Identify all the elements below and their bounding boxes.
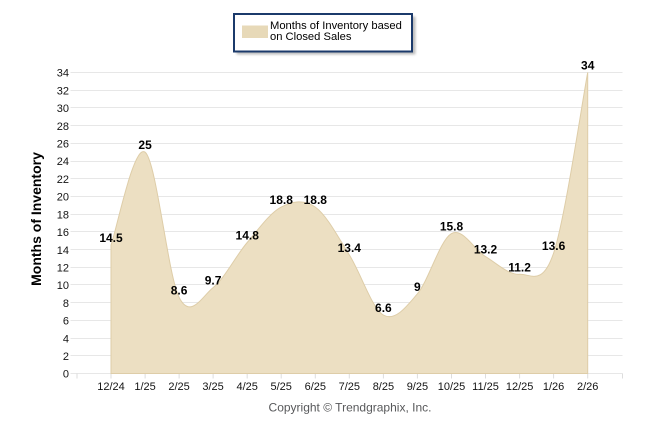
svg-text:9: 9 <box>414 280 421 294</box>
svg-text:25: 25 <box>138 138 152 152</box>
svg-text:34: 34 <box>581 59 595 73</box>
svg-text:9/25: 9/25 <box>407 381 428 393</box>
svg-text:18.8: 18.8 <box>270 193 294 207</box>
svg-text:8: 8 <box>63 298 69 310</box>
svg-text:0: 0 <box>63 369 69 381</box>
svg-text:Copyright © Trendgraphix, Inc.: Copyright © Trendgraphix, Inc. <box>269 401 432 415</box>
svg-text:11/25: 11/25 <box>472 381 499 393</box>
svg-text:7/25: 7/25 <box>339 381 360 393</box>
svg-text:10/25: 10/25 <box>438 381 466 393</box>
svg-text:10: 10 <box>57 280 69 292</box>
svg-text:4: 4 <box>63 333 69 345</box>
svg-text:8/25: 8/25 <box>373 381 394 393</box>
svg-text:on Closed Sales: on Closed Sales <box>270 31 352 43</box>
svg-text:26: 26 <box>57 139 69 151</box>
svg-text:34: 34 <box>57 68 69 80</box>
svg-text:1/25: 1/25 <box>134 381 155 393</box>
svg-text:16: 16 <box>57 227 69 239</box>
svg-text:5/25: 5/25 <box>270 381 291 393</box>
svg-text:12/25: 12/25 <box>506 381 534 393</box>
svg-text:Months of Inventory based: Months of Inventory based <box>270 20 402 32</box>
svg-text:1/26: 1/26 <box>543 381 564 393</box>
svg-text:18: 18 <box>57 209 69 221</box>
svg-text:12: 12 <box>57 263 69 275</box>
svg-text:18.8: 18.8 <box>304 193 328 207</box>
svg-text:28: 28 <box>57 121 69 133</box>
svg-text:8.6: 8.6 <box>171 283 188 297</box>
svg-text:32: 32 <box>57 85 69 97</box>
svg-text:6/25: 6/25 <box>305 381 326 393</box>
svg-text:13.4: 13.4 <box>338 241 362 255</box>
svg-text:9.7: 9.7 <box>205 274 222 288</box>
svg-text:30: 30 <box>57 103 69 115</box>
svg-text:13.2: 13.2 <box>474 243 498 257</box>
svg-text:6: 6 <box>63 316 69 328</box>
svg-text:14.8: 14.8 <box>236 229 260 243</box>
svg-text:Months of Inventory: Months of Inventory <box>28 152 44 286</box>
svg-text:3/25: 3/25 <box>202 381 223 393</box>
svg-text:20: 20 <box>57 192 69 204</box>
svg-text:12/24: 12/24 <box>97 381 125 393</box>
svg-text:13.6: 13.6 <box>542 239 566 253</box>
svg-text:11.2: 11.2 <box>508 260 531 274</box>
svg-text:14: 14 <box>57 245 69 257</box>
svg-text:22: 22 <box>57 174 69 186</box>
svg-text:4/25: 4/25 <box>236 381 257 393</box>
svg-text:2: 2 <box>63 351 69 363</box>
svg-text:2/26: 2/26 <box>577 381 598 393</box>
svg-text:6.6: 6.6 <box>375 301 392 315</box>
svg-text:24: 24 <box>57 156 69 168</box>
svg-text:14.5: 14.5 <box>99 231 123 245</box>
svg-text:15.8: 15.8 <box>440 220 464 234</box>
svg-text:2/25: 2/25 <box>168 381 189 393</box>
